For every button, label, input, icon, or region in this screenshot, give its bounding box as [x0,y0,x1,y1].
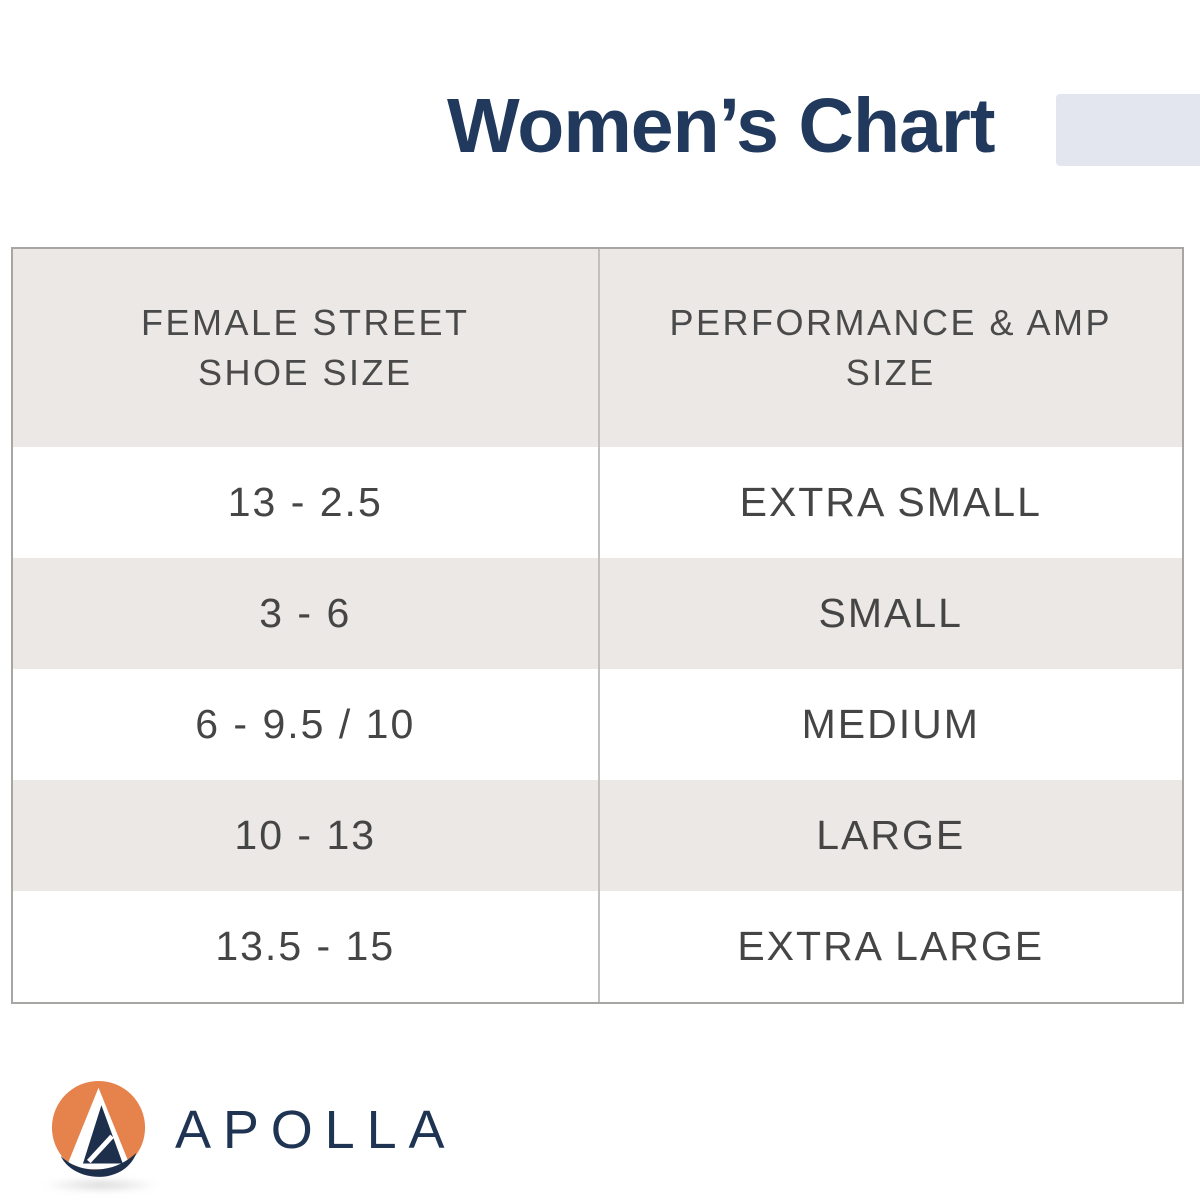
table-cell-amp-size: SMALL [597,558,1182,669]
header-line: FEMALE STREET [140,302,470,343]
brand-logo-row: APOLLA [50,1079,456,1180]
table-cell-amp-size: EXTRA LARGE [597,891,1183,1002]
table-cell-amp-size: MEDIUM [597,669,1183,780]
table-cell-amp-size: EXTRA SMALL [597,447,1183,558]
header-line: SIZE [845,352,936,393]
title-accent-rectangle [1056,94,1200,166]
table-cell-shoe-size: 13.5 - 15 [215,923,396,969]
table-cell-shoe-size: 6 - 9.5 / 10 [195,701,416,747]
table-header-amp-size: PERFORMANCE & AMP SIZE [597,249,1182,447]
table-cell-shoe-size: 10 - 13 [13,780,598,891]
header-line: SHOE SIZE [197,352,413,393]
page-title: Women’s Chart [447,83,995,169]
table-cell-amp-size: LARGE [597,780,1182,891]
size-chart-table: FEMALE STREET SHOE SIZE PERFORMANCE & AM… [11,247,1184,1004]
apolla-circle-a-icon [51,1081,146,1177]
table-cell-shoe-size: 13 - 2.5 [227,479,383,525]
logo-shadow [42,1177,160,1193]
header-line: PERFORMANCE & AMP [669,302,1113,343]
brand-name: APOLLA [175,1099,457,1160]
table-header-shoe-size: FEMALE STREET SHOE SIZE [13,249,598,447]
table-cell-shoe-size: 3 - 6 [13,558,598,669]
